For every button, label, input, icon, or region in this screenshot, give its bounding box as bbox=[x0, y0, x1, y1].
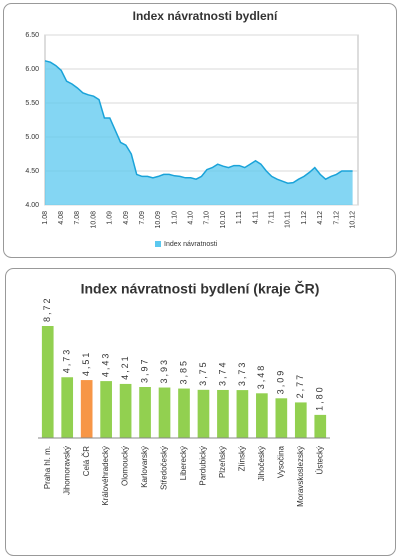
x-tick-label: Královéhradecký bbox=[101, 446, 110, 506]
x-tick-label: 7.10 bbox=[204, 211, 211, 225]
value-label: 3,85 bbox=[178, 359, 188, 385]
x-tick-label: 7.11 bbox=[268, 211, 275, 224]
chart-title: Index návratnosti bydlení (kraje ČR) bbox=[81, 280, 320, 297]
value-label: 3,09 bbox=[276, 369, 286, 395]
x-tick-label: 4.09 bbox=[123, 211, 130, 225]
x-tick-label: Liberecký bbox=[179, 446, 188, 480]
x-tick-label: 7.08 bbox=[74, 211, 81, 225]
bar bbox=[294, 402, 307, 438]
x-tick-label: Zlínský bbox=[238, 446, 247, 471]
x-tick-label: 1.10 bbox=[171, 211, 178, 225]
value-label: 3,48 bbox=[256, 364, 266, 390]
x-tick-label: Moravskoslezský bbox=[296, 446, 305, 507]
value-label: 4,73 bbox=[62, 348, 72, 374]
x-tick-label: Ústecký bbox=[315, 446, 324, 474]
x-tick-label: Středočeský bbox=[160, 446, 169, 490]
x-tick-label: Pardubický bbox=[199, 446, 208, 486]
value-label: 3,73 bbox=[237, 361, 247, 387]
y-tick-label: 5.50 bbox=[25, 100, 39, 107]
legend-swatch bbox=[155, 241, 161, 247]
legend-label: Index návratnosti bbox=[164, 241, 218, 248]
x-tick-label: 10.11 bbox=[285, 211, 292, 228]
x-tick-label: 1.11 bbox=[236, 211, 243, 224]
chart-title: Index návratnosti bydlení bbox=[133, 9, 278, 23]
x-tick-label: 1.12 bbox=[301, 211, 308, 225]
x-tick-label: 10.12 bbox=[349, 211, 356, 229]
x-tick-label: Plzeňský bbox=[218, 446, 227, 478]
area bbox=[45, 60, 353, 205]
bar bbox=[139, 387, 151, 438]
bar bbox=[256, 393, 268, 438]
value-label: 2,77 bbox=[295, 373, 305, 399]
y-tick-label: 4.00 bbox=[25, 202, 39, 209]
value-label: 3,93 bbox=[159, 358, 169, 384]
y-tick-label: 5.00 bbox=[25, 134, 39, 141]
x-tick-label: Vysočina bbox=[276, 445, 285, 478]
value-label: 4,43 bbox=[101, 352, 111, 378]
bar bbox=[217, 389, 229, 438]
x-tick-label: Praha hl. m. bbox=[43, 446, 52, 489]
x-tick-label: 4.10 bbox=[188, 211, 195, 225]
bar bbox=[236, 390, 249, 438]
bar bbox=[61, 377, 74, 438]
value-label: 8,72 bbox=[42, 296, 52, 322]
bar bbox=[178, 388, 190, 438]
x-tick-label: 7.09 bbox=[139, 211, 146, 225]
bar bbox=[314, 414, 327, 438]
x-tick-label: 10.09 bbox=[155, 211, 162, 229]
x-tick-label: 4.08 bbox=[58, 211, 65, 225]
value-label: 3,75 bbox=[198, 360, 208, 386]
bar bbox=[158, 387, 171, 438]
bar bbox=[275, 398, 288, 438]
value-label: 3,97 bbox=[139, 357, 149, 383]
x-tick-label: Jihomoravský bbox=[62, 446, 71, 495]
x-tick-label: 1.09 bbox=[107, 211, 114, 225]
y-tick-label: 6.00 bbox=[25, 66, 39, 73]
value-label: 4,51 bbox=[81, 351, 91, 377]
x-tick-label: 10.10 bbox=[220, 211, 227, 229]
value-label: 4,21 bbox=[120, 354, 130, 380]
x-tick-label: 7.12 bbox=[333, 211, 340, 225]
bar bbox=[80, 380, 93, 438]
y-tick-label: 6.50 bbox=[25, 32, 39, 39]
x-tick-label: Celá ČR bbox=[82, 446, 91, 476]
bar bbox=[100, 381, 112, 438]
x-tick-label: 4.12 bbox=[317, 211, 324, 225]
x-tick-label: 1.08 bbox=[42, 211, 49, 225]
x-tick-label: 4.11 bbox=[252, 211, 259, 224]
x-tick-label: 10.08 bbox=[90, 211, 97, 229]
value-label: 3,74 bbox=[217, 360, 227, 386]
bar bbox=[197, 389, 210, 438]
value-label: 1,80 bbox=[315, 385, 325, 411]
y-tick-label: 4.50 bbox=[25, 168, 39, 175]
bar bbox=[41, 326, 54, 438]
x-tick-label: Jihočeský bbox=[257, 446, 266, 481]
line bbox=[44, 60, 353, 184]
x-tick-label: Olomoucký bbox=[121, 446, 130, 486]
x-tick-label: Karlovarský bbox=[140, 446, 149, 488]
bar bbox=[119, 383, 132, 438]
